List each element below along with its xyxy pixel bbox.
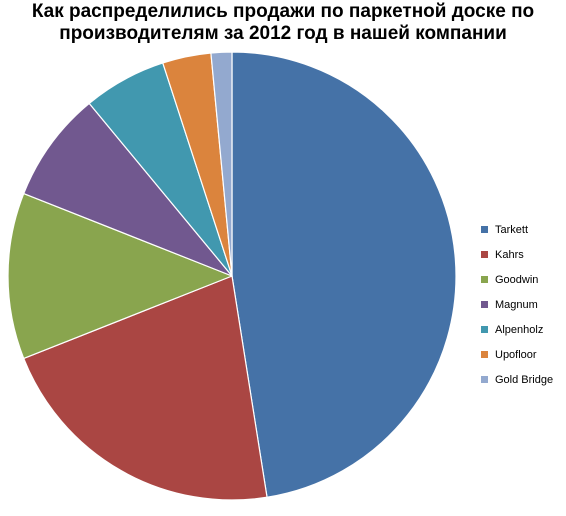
chart-title: Как распределились продажи по паркетной … xyxy=(0,1,566,45)
legend-label: Goodwin xyxy=(495,273,539,286)
legend: Tarkett Kahrs Goodwin Magnum Alpenholz Upoflo… xyxy=(481,217,565,392)
legend-item-tarkett: Tarkett xyxy=(481,217,565,242)
legend-label: Magnum xyxy=(495,298,538,311)
pie-slice-kahrs xyxy=(23,275,268,501)
legend-label: Alpenholz xyxy=(495,323,544,336)
legend-label: Upofloor xyxy=(495,348,537,361)
legend-swatch xyxy=(481,351,488,358)
legend-swatch xyxy=(481,376,488,383)
legend-swatch xyxy=(481,251,488,258)
legend-swatch xyxy=(481,226,488,233)
legend-item-magnum: Magnum xyxy=(481,292,565,317)
legend-swatch xyxy=(481,301,488,308)
chart-title-line-2: производителям за 2012 год в нашей компа… xyxy=(59,23,507,44)
pie-slice-goodwin xyxy=(7,192,233,360)
legend-item-alpenholz: Alpenholz xyxy=(481,317,565,342)
pie-slices xyxy=(7,51,457,501)
legend-swatch xyxy=(481,276,488,283)
legend-item-upofloor: Upofloor xyxy=(481,342,565,367)
legend-label: Kahrs xyxy=(495,248,524,261)
pie-slice-tarkett xyxy=(231,51,457,498)
pie-slice-gold-bridge xyxy=(210,51,233,277)
legend-label: Gold Bridge xyxy=(495,373,554,386)
legend-item-kahrs: Kahrs xyxy=(481,242,565,267)
legend-item-goodwin: Goodwin xyxy=(481,267,565,292)
pie-slice-magnum xyxy=(23,102,233,277)
chart-title-line-1: Как распределились продажи по паркетной … xyxy=(31,1,535,22)
legend-label: Tarkett xyxy=(495,223,529,236)
legend-item-gold-bridge: Gold Bridge xyxy=(481,367,565,392)
legend-swatch xyxy=(481,326,488,333)
